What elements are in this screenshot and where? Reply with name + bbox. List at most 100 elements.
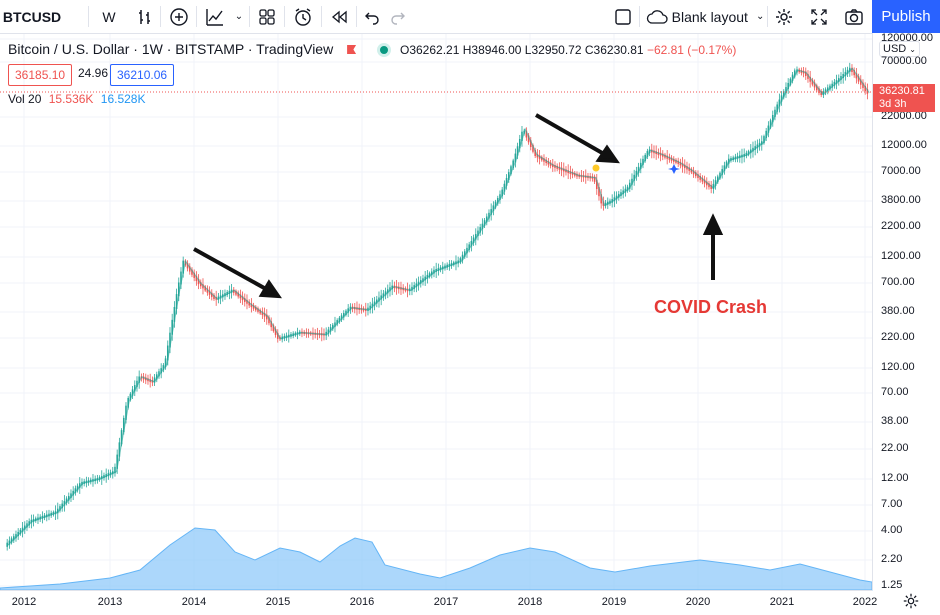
candle-body <box>767 125 770 133</box>
candle-body <box>859 79 862 85</box>
fullscreen-icon[interactable] <box>806 0 832 33</box>
candle-body <box>129 393 132 400</box>
candle-body <box>690 168 693 173</box>
flag-icon[interactable] <box>347 45 357 54</box>
interval-button[interactable]: W <box>102 8 116 25</box>
candle-body <box>864 85 866 92</box>
candle-body <box>721 169 723 175</box>
redo-icon[interactable] <box>386 0 410 33</box>
candle-body <box>499 194 501 200</box>
candle-body <box>532 145 534 152</box>
candle-body <box>776 104 778 112</box>
candle-body <box>474 234 477 240</box>
candle-body <box>549 162 552 166</box>
fullscreen-select-icon[interactable] <box>610 0 636 33</box>
chevron-down-icon: ⌄ <box>909 45 916 54</box>
buy-price-button[interactable]: 36210.06 <box>110 64 175 86</box>
candle-body <box>21 527 24 532</box>
candle-body <box>774 109 776 118</box>
candle-body <box>391 285 393 290</box>
candle-body <box>334 322 336 327</box>
divider <box>356 6 357 27</box>
indicators-icon[interactable] <box>202 0 228 33</box>
candle-body <box>342 313 345 318</box>
arrow-covid-crash <box>702 213 724 280</box>
candle-body <box>329 327 332 332</box>
x-tick-label: 2018 <box>517 596 543 608</box>
y-tick-label: 22000.00 <box>881 110 927 122</box>
candle-body <box>17 531 19 537</box>
candle-body <box>622 190 624 195</box>
add-indicator-icon[interactable] <box>166 0 192 33</box>
candle-body <box>265 314 268 320</box>
symbol-search-button[interactable]: BTCUSD <box>2 8 62 25</box>
candle-body <box>725 161 728 168</box>
candle-body <box>411 286 413 291</box>
divider <box>321 6 322 27</box>
candle-body <box>688 167 690 171</box>
candle-body <box>19 529 22 534</box>
y-tick-label: 120.00 <box>881 361 915 373</box>
candle-body <box>331 324 334 330</box>
candle-body <box>78 483 81 488</box>
time-axis[interactable] <box>0 590 872 614</box>
candle-body <box>243 298 246 302</box>
candle-body <box>160 368 162 374</box>
candle-body <box>804 71 807 77</box>
currency-selector[interactable]: USD ⌄ <box>879 41 920 57</box>
candle-body <box>710 185 712 190</box>
replay-icon[interactable] <box>326 0 352 33</box>
y-tick-label: 380.00 <box>881 305 915 317</box>
y-tick-label: 12000.00 <box>881 139 927 151</box>
candle-body <box>837 78 840 83</box>
axis-settings-gear-icon[interactable] <box>902 592 924 612</box>
candle-body <box>727 158 730 164</box>
candle-body <box>114 466 116 474</box>
candle-body <box>490 209 492 215</box>
gear-icon[interactable] <box>772 0 796 33</box>
price-axis[interactable]: USD ⌄ 120000.00 70000.00 22000.00 12000.00 7… <box>872 32 940 591</box>
layout-menu-button[interactable]: Blank layout ⌄ <box>645 0 765 33</box>
candle-body <box>127 397 129 408</box>
candle-body <box>125 405 127 420</box>
undo-icon[interactable] <box>360 0 384 33</box>
candle-body <box>72 490 74 496</box>
candle-body <box>235 290 237 295</box>
volume-legend[interactable]: Vol 20 15.536K 16.528K <box>8 92 146 106</box>
candle-body <box>74 488 77 493</box>
camera-icon[interactable] <box>840 0 868 33</box>
candle-body <box>833 81 836 86</box>
candle-body <box>59 506 61 511</box>
candle-body <box>683 164 686 169</box>
chevron-down-icon[interactable]: ⌄ <box>234 11 244 22</box>
candle-body <box>483 220 486 226</box>
y-tick-label: 3800.00 <box>881 194 921 206</box>
sell-price-button[interactable]: 36185.10 <box>8 64 73 86</box>
candle-body <box>116 454 118 469</box>
series-title[interactable]: Bitcoin / U.S. Dollar · 1W · BITSTAMP · … <box>8 41 388 57</box>
candle-body <box>6 542 8 547</box>
marker-dot <box>592 164 600 172</box>
candle-body <box>510 166 512 175</box>
x-tick-label: 2019 <box>601 596 627 608</box>
divider <box>160 6 161 27</box>
candle-body <box>378 297 380 302</box>
x-tick-label: 2017 <box>433 596 459 608</box>
open-value: O36262.21 <box>400 43 460 57</box>
publish-button[interactable]: Publish <box>872 0 940 33</box>
templates-icon[interactable] <box>254 0 280 33</box>
bars-style-icon[interactable] <box>131 0 159 33</box>
candle-body <box>479 227 481 233</box>
candle-body <box>809 76 811 82</box>
candle-body <box>173 306 176 322</box>
candle-body <box>820 91 822 96</box>
candle-body <box>760 141 763 145</box>
y-tick-label: 1200.00 <box>881 250 921 262</box>
candle-body <box>699 175 701 180</box>
x-tick-label: 2022 <box>852 596 878 608</box>
covid-crash-annotation: COVID Crash <box>654 297 768 317</box>
alert-clock-icon[interactable] <box>289 0 317 33</box>
candle-body <box>752 147 754 152</box>
candle-body <box>780 95 783 102</box>
